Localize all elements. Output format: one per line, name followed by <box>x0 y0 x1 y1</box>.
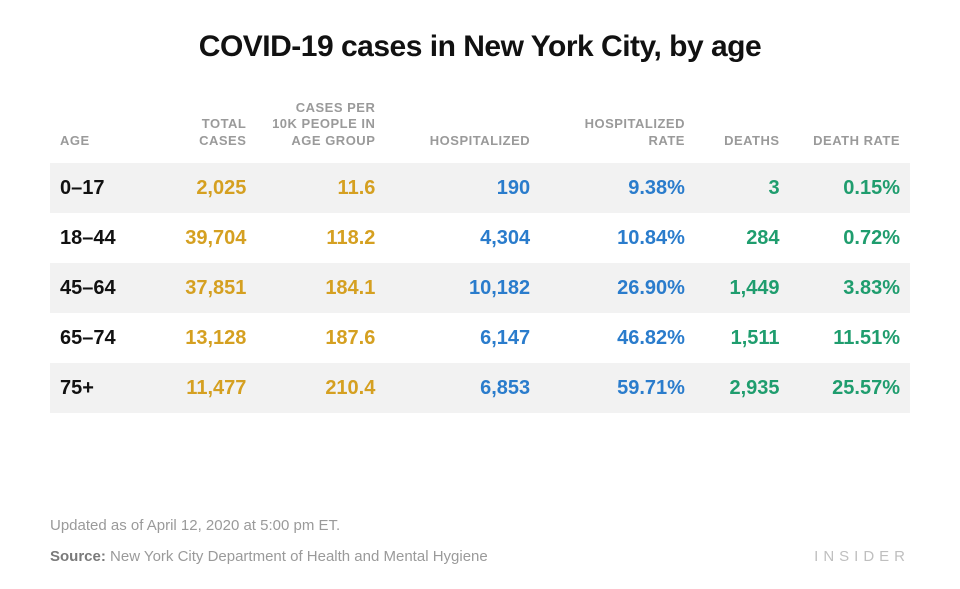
cell-hospitalized: 10,182 <box>385 263 540 313</box>
cell-total-cases: 39,704 <box>153 213 256 263</box>
cell-per-10k: 184.1 <box>256 263 385 313</box>
cell-age: 65–74 <box>50 313 153 363</box>
cell-age: 18–44 <box>50 213 153 263</box>
source-line: Source: New York City Department of Heal… <box>50 548 488 565</box>
cell-per-10k: 210.4 <box>256 363 385 413</box>
cell-per-10k: 11.6 <box>256 163 385 213</box>
table-row: 75+ 11,477 210.4 6,853 59.71% 2,935 25.5… <box>50 363 910 413</box>
cell-total-cases: 13,128 <box>153 313 256 363</box>
cell-death-rate: 25.57% <box>790 363 910 413</box>
source-text: New York City Department of Health and M… <box>110 548 488 565</box>
cell-per-10k: 187.6 <box>256 313 385 363</box>
source-label: Source: <box>50 548 106 565</box>
cell-total-cases: 37,851 <box>153 263 256 313</box>
page-title: COVID-19 cases in New York City, by age <box>50 30 910 64</box>
col-header-hosp-rate: HOSPITALIZED RATE <box>540 92 695 163</box>
col-header-per-10k: CASES PER 10K PEOPLE IN AGE GROUP <box>256 92 385 163</box>
updated-text: Updated as of April 12, 2020 at 5:00 pm … <box>50 517 910 534</box>
cell-age: 0–17 <box>50 163 153 213</box>
col-header-deaths: DEATHS <box>695 92 790 163</box>
cell-hosp-rate: 46.82% <box>540 313 695 363</box>
col-header-total-cases: TOTAL CASES <box>153 92 256 163</box>
cell-hosp-rate: 10.84% <box>540 213 695 263</box>
cell-hosp-rate: 9.38% <box>540 163 695 213</box>
cell-death-rate: 3.83% <box>790 263 910 313</box>
table-row: 18–44 39,704 118.2 4,304 10.84% 284 0.72… <box>50 213 910 263</box>
table-header-row: AGE TOTAL CASES CASES PER 10K PEOPLE IN … <box>50 92 910 163</box>
col-header-age: AGE <box>50 92 153 163</box>
cell-hospitalized: 6,853 <box>385 363 540 413</box>
cell-death-rate: 0.15% <box>790 163 910 213</box>
data-table: AGE TOTAL CASES CASES PER 10K PEOPLE IN … <box>50 92 910 413</box>
cell-age: 75+ <box>50 363 153 413</box>
col-header-death-rate: DEATH RATE <box>790 92 910 163</box>
cell-deaths: 3 <box>695 163 790 213</box>
col-header-hospitalized: HOSPITALIZED <box>385 92 540 163</box>
table-row: 0–17 2,025 11.6 190 9.38% 3 0.15% <box>50 163 910 213</box>
cell-deaths: 2,935 <box>695 363 790 413</box>
cell-hospitalized: 190 <box>385 163 540 213</box>
cell-deaths: 1,449 <box>695 263 790 313</box>
cell-per-10k: 118.2 <box>256 213 385 263</box>
brand-logo: INSIDER <box>814 548 910 565</box>
cell-death-rate: 11.51% <box>790 313 910 363</box>
table-row: 45–64 37,851 184.1 10,182 26.90% 1,449 3… <box>50 263 910 313</box>
table-row: 65–74 13,128 187.6 6,147 46.82% 1,511 11… <box>50 313 910 363</box>
cell-hosp-rate: 26.90% <box>540 263 695 313</box>
cell-total-cases: 2,025 <box>153 163 256 213</box>
cell-age: 45–64 <box>50 263 153 313</box>
cell-hospitalized: 6,147 <box>385 313 540 363</box>
cell-deaths: 1,511 <box>695 313 790 363</box>
cell-death-rate: 0.72% <box>790 213 910 263</box>
cell-hosp-rate: 59.71% <box>540 363 695 413</box>
cell-total-cases: 11,477 <box>153 363 256 413</box>
cell-hospitalized: 4,304 <box>385 213 540 263</box>
cell-deaths: 284 <box>695 213 790 263</box>
